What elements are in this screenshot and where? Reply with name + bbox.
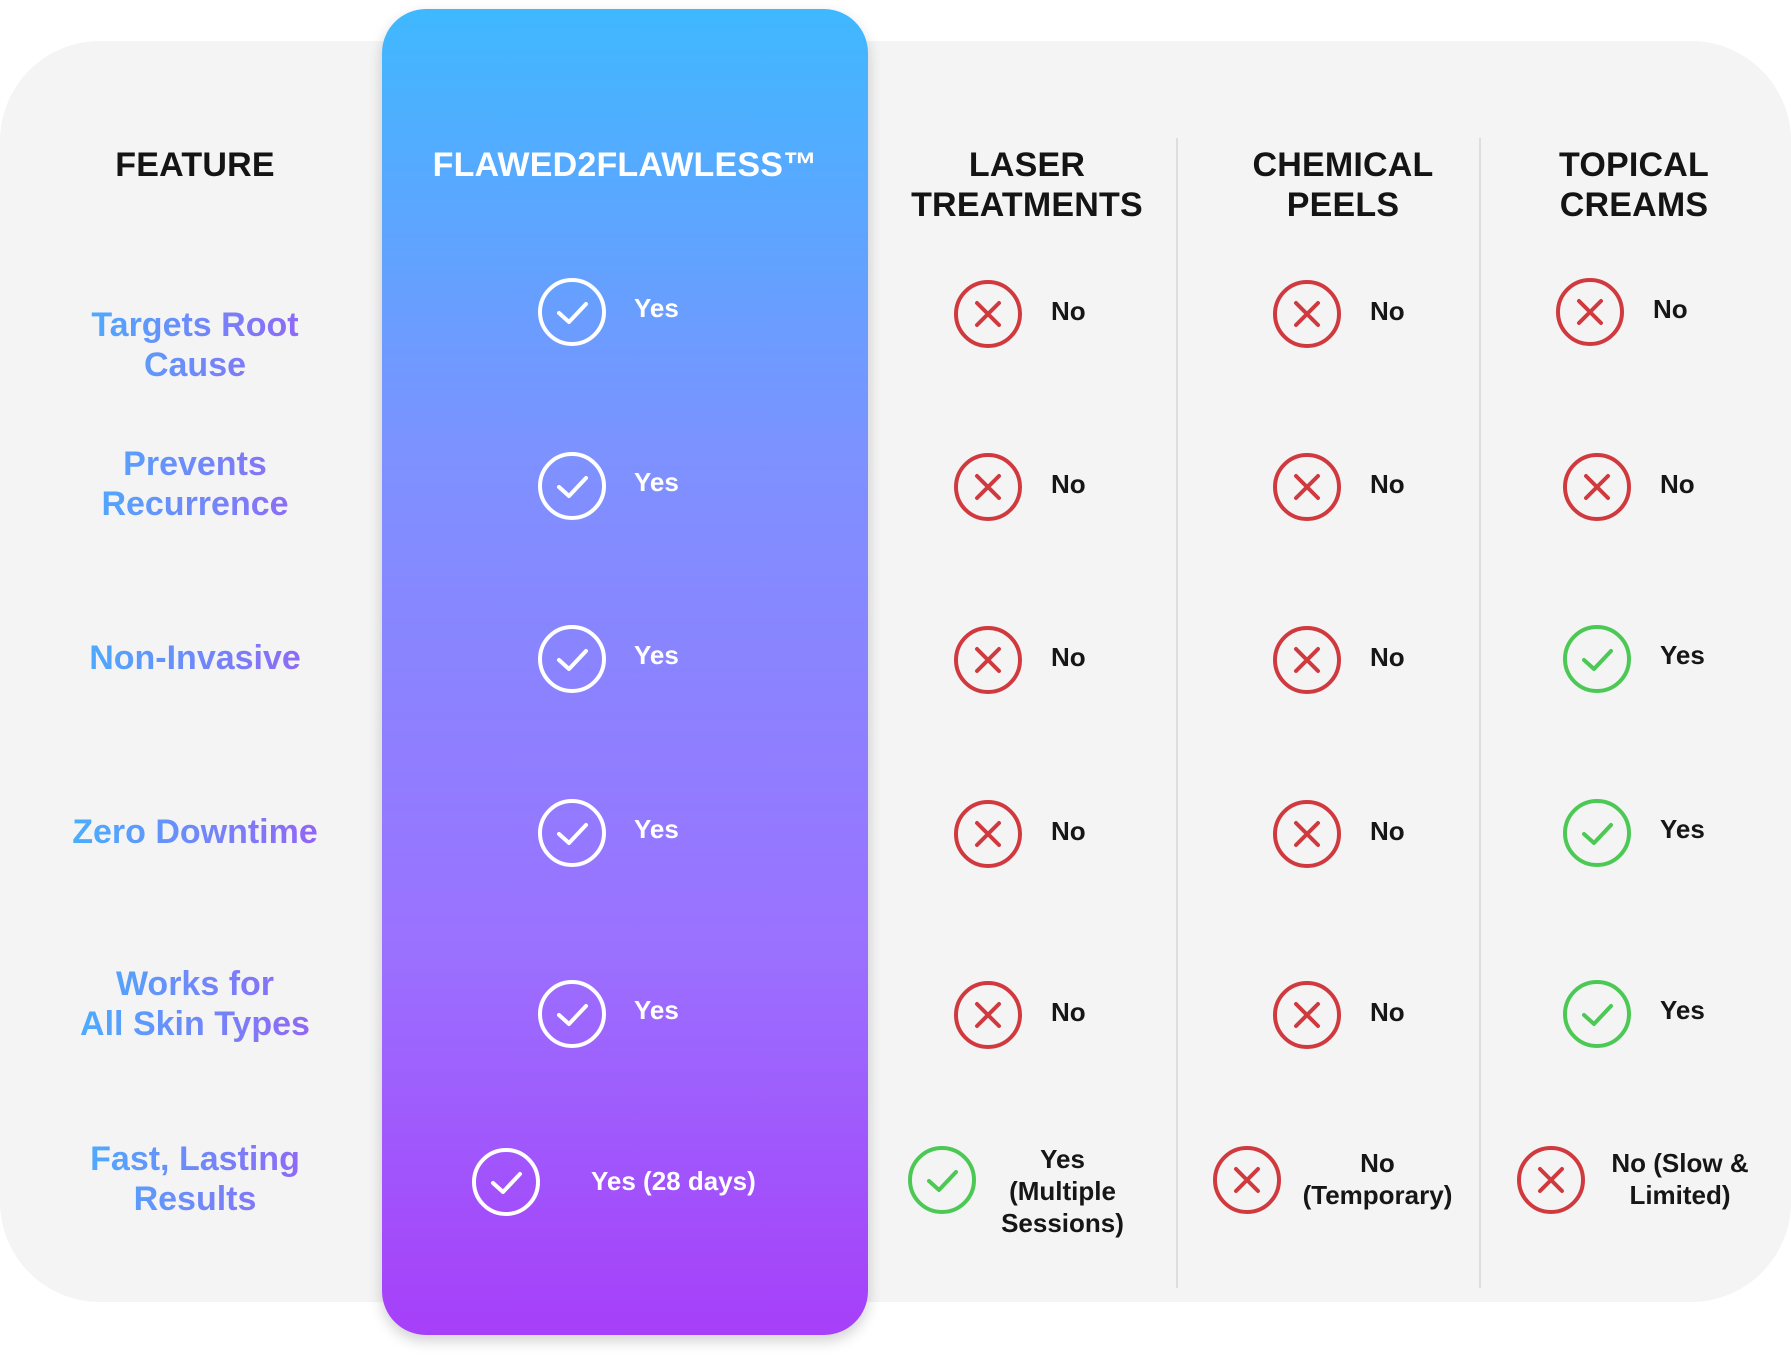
peels-value: No (1370, 642, 1405, 672)
creams-value-line1: No (Slow & (1611, 1148, 1749, 1178)
x-circle-icon (1563, 453, 1631, 521)
x-circle-icon (954, 800, 1022, 868)
feature-label-line1: Zero Downtime (72, 813, 318, 851)
column-divider (1479, 138, 1481, 1288)
peels-value: No (1370, 997, 1405, 1027)
peels-value-line1: No (1360, 1148, 1395, 1178)
header-flawed2flawless: FLAWED2FLAWLESS™ (432, 146, 818, 184)
laser-value: No (1051, 816, 1086, 846)
header-feature: FEATURE (115, 146, 275, 184)
check-circle-icon (538, 452, 606, 520)
feature-zero-downtime: Zero Downtime (40, 812, 350, 852)
x-circle-icon (1273, 626, 1341, 694)
feature-label-line2: Recurrence (101, 485, 289, 523)
check-circle-icon (1563, 980, 1631, 1048)
header-creams-line2: CREAMS (1559, 186, 1709, 224)
x-circle-icon (1556, 278, 1624, 346)
feature-prevents-recurrence: Prevents Recurrence (40, 444, 350, 524)
creams-value-line2: Limited) (1629, 1180, 1731, 1210)
feature-non-invasive: Non-Invasive (40, 638, 350, 678)
creams-value: Yes (1660, 814, 1705, 844)
header-peels-line1: CHEMICAL (1252, 146, 1434, 184)
x-circle-icon (954, 453, 1022, 521)
feature-targets-root-cause: Targets Root Cause (40, 305, 350, 385)
creams-value: No (1653, 294, 1688, 324)
laser-value-line1: Yes (1040, 1144, 1085, 1174)
feature-label-line1: Fast, Lasting (90, 1140, 300, 1178)
x-circle-icon (1273, 981, 1341, 1049)
header-peels-line2: PEELS (1286, 186, 1400, 224)
feature-all-skin-types: Works for All Skin Types (40, 964, 350, 1044)
check-circle-icon (538, 799, 606, 867)
check-circle-icon (538, 625, 606, 693)
header-chemical-peels: CHEMICAL PEELS (1190, 145, 1496, 225)
peels-value-line2: (Temporary) (1302, 1180, 1453, 1210)
laser-value: No (1051, 296, 1086, 326)
header-laser-line2: TREATMENTS (911, 186, 1143, 224)
x-circle-icon (954, 981, 1022, 1049)
feature-label-line1: Works for (115, 965, 275, 1003)
x-circle-icon (1273, 280, 1341, 348)
feature-fast-lasting-results: Fast, Lasting Results (40, 1139, 350, 1219)
flawed2flawless-value: Yes (634, 640, 679, 670)
laser-value-line2: (Multiple (1009, 1176, 1116, 1206)
x-circle-icon (954, 280, 1022, 348)
laser-value: No (1051, 642, 1086, 672)
flawed2flawless-value: Yes (28 days) (591, 1166, 756, 1196)
feature-label-line2: All Skin Types (80, 1005, 310, 1043)
flawed2flawless-value: Yes (634, 814, 679, 844)
peels-value: No (Temporary) (1290, 1147, 1465, 1211)
highlight-column (382, 9, 868, 1335)
comparison-card (0, 41, 1791, 1302)
flawed2flawless-value: Yes (634, 995, 679, 1025)
header-laser-line1: LASER (968, 146, 1086, 184)
x-circle-icon (1273, 800, 1341, 868)
check-circle-icon (538, 278, 606, 346)
feature-label-line1: Non-Invasive (89, 639, 301, 677)
laser-value: No (1051, 469, 1086, 499)
laser-value: Yes (Multiple Sessions) (990, 1143, 1135, 1239)
check-circle-icon (538, 980, 606, 1048)
peels-value: No (1370, 469, 1405, 499)
laser-value-line3: Sessions) (1001, 1208, 1124, 1238)
x-circle-icon (1273, 453, 1341, 521)
peels-value: No (1370, 296, 1405, 326)
creams-value: No (Slow & Limited) (1595, 1147, 1765, 1211)
header-laser-treatments: LASER TREATMENTS (880, 145, 1174, 225)
x-circle-icon (954, 626, 1022, 694)
check-circle-icon (472, 1148, 540, 1216)
check-circle-icon (1563, 799, 1631, 867)
creams-value: Yes (1660, 640, 1705, 670)
column-divider (1176, 138, 1178, 1288)
check-circle-icon (1563, 625, 1631, 693)
header-topical-creams: TOPICAL CREAMS (1490, 145, 1778, 225)
feature-label-line2: Cause (143, 346, 247, 384)
x-circle-icon (1213, 1146, 1281, 1214)
creams-value: No (1660, 469, 1695, 499)
flawed2flawless-value: Yes (634, 467, 679, 497)
flawed2flawless-value: Yes (634, 293, 679, 323)
creams-value: Yes (1660, 995, 1705, 1025)
feature-label-line1: Prevents (123, 445, 267, 483)
feature-label-line2: Results (133, 1180, 257, 1218)
peels-value: No (1370, 816, 1405, 846)
x-circle-icon (1517, 1146, 1585, 1214)
check-circle-icon (908, 1146, 976, 1214)
header-creams-line1: TOPICAL (1558, 146, 1709, 184)
laser-value: No (1051, 997, 1086, 1027)
feature-label-line1: Targets Root (91, 306, 299, 344)
